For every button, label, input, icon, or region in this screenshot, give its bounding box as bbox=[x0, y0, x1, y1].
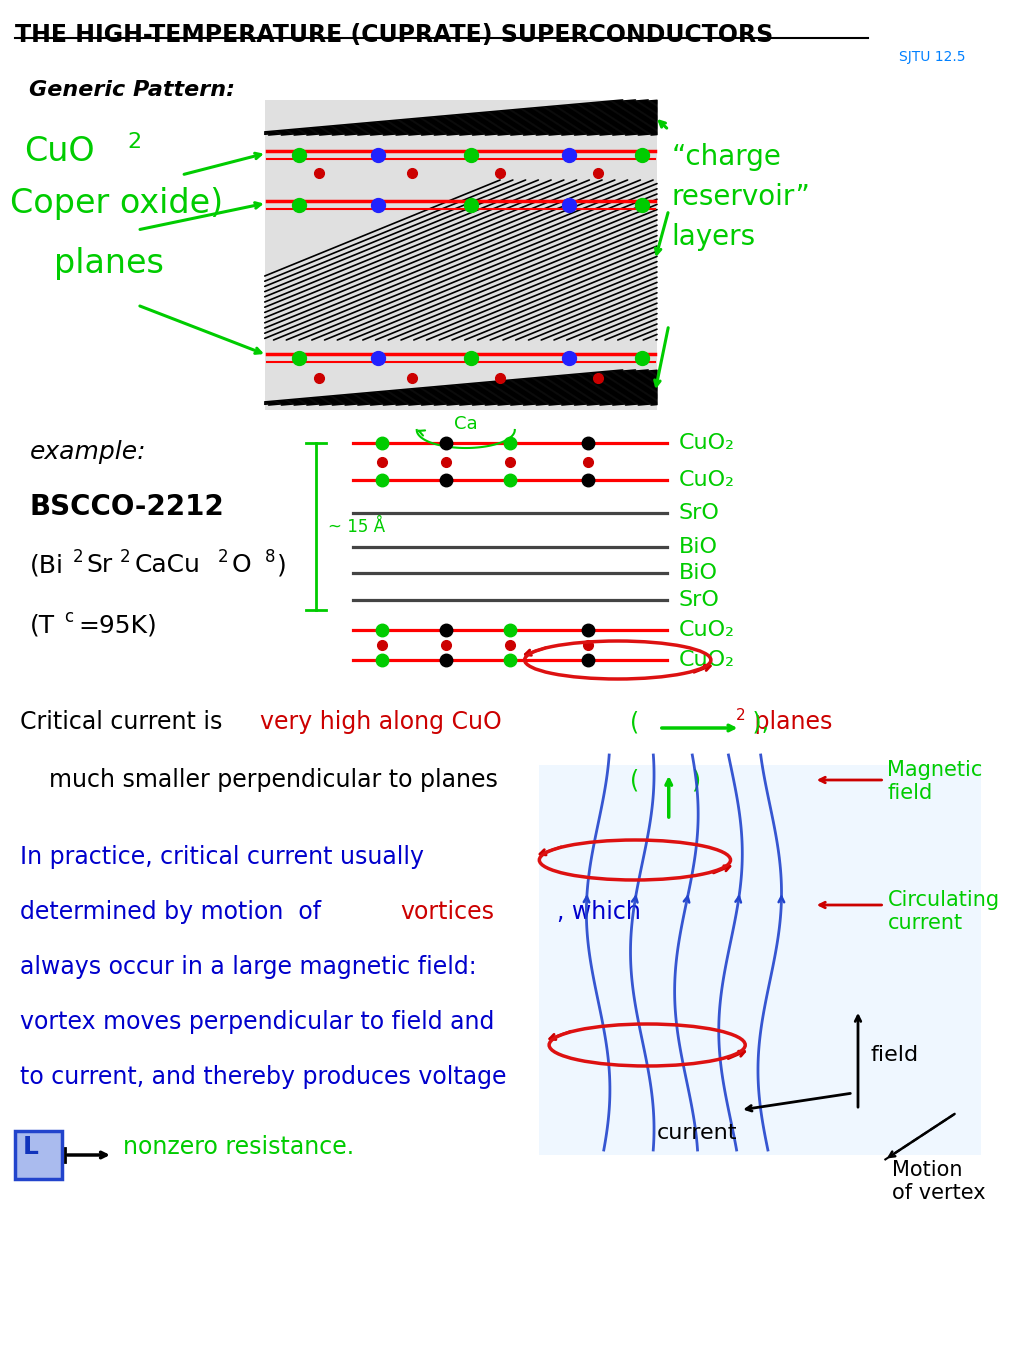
Text: Magnetic
field: Magnetic field bbox=[888, 760, 983, 803]
Text: current: current bbox=[657, 1123, 737, 1143]
Text: Critical current is: Critical current is bbox=[19, 710, 229, 734]
Text: SrO: SrO bbox=[679, 590, 720, 610]
Text: CaCu: CaCu bbox=[134, 553, 201, 577]
Text: field: field bbox=[870, 1046, 919, 1065]
Text: Generic Pattern:: Generic Pattern: bbox=[30, 81, 236, 100]
Text: THE HIGH-TEMPERATURE (CUPRATE) SUPERCONDUCTORS: THE HIGH-TEMPERATURE (CUPRATE) SUPERCOND… bbox=[14, 23, 773, 46]
Text: much smaller perpendicular to planes: much smaller perpendicular to planes bbox=[49, 768, 498, 792]
Text: example:: example: bbox=[30, 440, 145, 464]
Text: 2: 2 bbox=[127, 132, 141, 152]
Text: , which: , which bbox=[557, 900, 641, 924]
Bar bbox=[265, 100, 657, 409]
Text: reservoir”: reservoir” bbox=[672, 183, 811, 212]
Text: BiO: BiO bbox=[679, 562, 718, 583]
Text: CuO₂: CuO₂ bbox=[679, 433, 734, 453]
Text: always occur in a large magnetic field:: always occur in a large magnetic field: bbox=[19, 955, 476, 979]
Text: =95K): =95K) bbox=[79, 613, 158, 637]
Text: Sr: Sr bbox=[86, 553, 113, 577]
Text: CuO: CuO bbox=[25, 135, 95, 168]
Text: “charge: “charge bbox=[672, 143, 781, 171]
Text: CuO₂: CuO₂ bbox=[679, 620, 734, 640]
Text: nonzero resistance.: nonzero resistance. bbox=[123, 1136, 353, 1159]
Text: CuO₂: CuO₂ bbox=[679, 650, 734, 670]
Text: BSCCO-2212: BSCCO-2212 bbox=[30, 493, 224, 521]
Text: (: ( bbox=[630, 710, 646, 734]
Text: ),: ), bbox=[745, 710, 769, 734]
Text: 2: 2 bbox=[120, 547, 130, 566]
Text: (Bi: (Bi bbox=[30, 553, 63, 577]
Text: 2: 2 bbox=[735, 708, 745, 723]
Text: SrO: SrO bbox=[679, 502, 720, 523]
Text: O: O bbox=[231, 553, 251, 577]
Text: Motion
of vertex: Motion of vertex bbox=[892, 1160, 986, 1203]
Text: planes: planes bbox=[748, 710, 833, 734]
Text: L: L bbox=[23, 1136, 39, 1159]
Text: c: c bbox=[63, 607, 73, 627]
Text: (: ( bbox=[630, 768, 646, 792]
Text: Coper oxide): Coper oxide) bbox=[10, 187, 223, 220]
Bar bbox=[540, 764, 981, 1155]
Text: vortex moves perpendicular to field and: vortex moves perpendicular to field and bbox=[19, 1010, 494, 1035]
Text: layers: layers bbox=[672, 222, 756, 251]
Text: vortices: vortices bbox=[400, 900, 494, 924]
Text: determined by motion  of: determined by motion of bbox=[19, 900, 329, 924]
Text: SJTU 12.5: SJTU 12.5 bbox=[899, 51, 966, 64]
Bar bbox=[14, 1132, 61, 1179]
Text: BiO: BiO bbox=[679, 536, 718, 557]
Text: Circulating
current: Circulating current bbox=[888, 890, 999, 934]
Text: 8: 8 bbox=[265, 547, 275, 566]
Text: planes: planes bbox=[54, 247, 164, 280]
Text: ): ) bbox=[691, 768, 700, 792]
Text: ): ) bbox=[276, 553, 287, 577]
Text: In practice, critical current usually: In practice, critical current usually bbox=[19, 845, 424, 870]
Text: 2: 2 bbox=[218, 547, 228, 566]
Text: very high along CuO: very high along CuO bbox=[260, 710, 502, 734]
Text: CuO₂: CuO₂ bbox=[679, 470, 734, 490]
Text: 2: 2 bbox=[73, 547, 83, 566]
Text: ~ 15 Å: ~ 15 Å bbox=[329, 517, 386, 536]
Text: Ca: Ca bbox=[454, 415, 477, 433]
Text: (T: (T bbox=[30, 613, 54, 637]
Text: to current, and thereby produces voltage: to current, and thereby produces voltage bbox=[19, 1065, 506, 1089]
